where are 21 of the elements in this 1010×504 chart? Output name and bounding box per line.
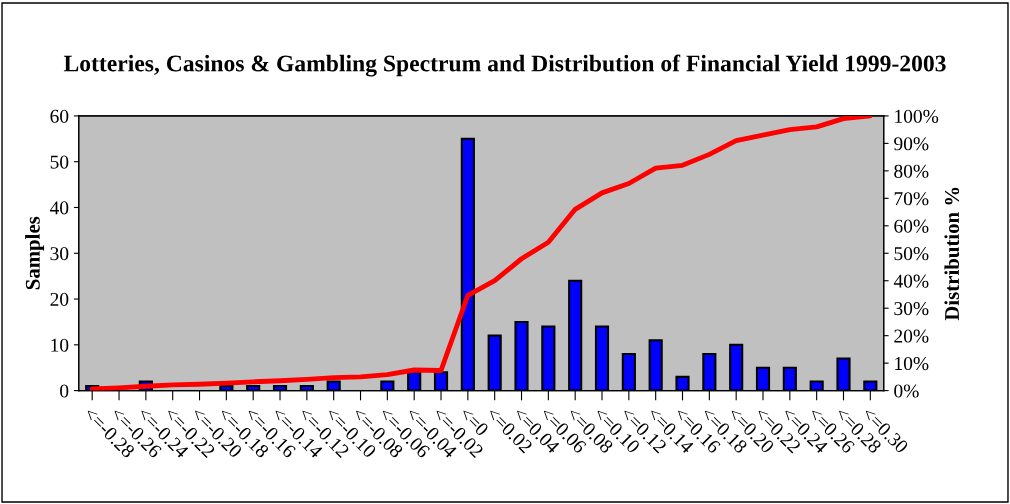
y2-tick-label: 70% (894, 192, 929, 206)
y-tick-label: 30 (50, 247, 69, 261)
y2-axis-title: Distribution % (944, 187, 960, 321)
chart-title: Lotteries, Casinos & Gambling Spectrum and Distribution of Financial Yield 1999-2003 (63, 54, 946, 77)
y-tick-label: 20 (50, 292, 69, 306)
y-tick-label: 0 (60, 384, 69, 398)
y-tick-label: 50 (50, 155, 69, 169)
y-tick-label: 10 (51, 338, 69, 352)
y-axis-title: Samples (25, 216, 45, 290)
y2-tick-label: 40% (893, 274, 929, 288)
y2-tick-label: 20% (894, 329, 929, 343)
y2-tick-label: 50% (894, 247, 929, 261)
y-tick-label: 60 (50, 109, 69, 123)
y2-tick-label: 60% (894, 219, 929, 233)
y2-tick-label: 80% (894, 164, 929, 178)
y2-tick-label: 0% (894, 384, 919, 398)
y2-tick-label: 30% (894, 302, 929, 316)
y2-tick-label: 10% (895, 356, 929, 371)
y2-tick-label: 90% (894, 137, 929, 151)
y-tick-label: 40 (49, 201, 69, 215)
y2-tick-label: 100% (895, 109, 939, 123)
